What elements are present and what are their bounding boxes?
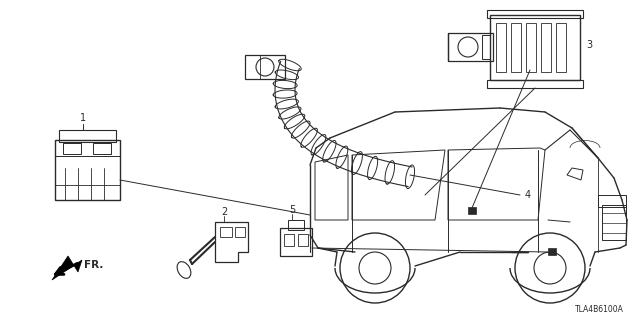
Bar (490, 15, 580, 80)
Bar (298, 234, 308, 246)
Bar (235, 227, 245, 237)
Polygon shape (52, 256, 82, 280)
Text: 2: 2 (221, 207, 227, 217)
Bar (468, 207, 476, 214)
Bar (511, 23, 521, 72)
Text: 4: 4 (525, 190, 531, 200)
Bar (541, 23, 551, 72)
Bar (487, 10, 583, 18)
Bar (245, 55, 285, 79)
Bar (526, 23, 536, 72)
Bar (598, 195, 626, 207)
Text: TLA4B6100A: TLA4B6100A (575, 305, 624, 314)
Bar (63, 143, 81, 154)
Bar (487, 80, 583, 88)
Bar (280, 228, 312, 256)
Bar (59, 130, 116, 142)
Text: FR.: FR. (84, 260, 104, 270)
Bar (548, 248, 556, 255)
Bar (284, 234, 294, 246)
Bar (602, 205, 626, 240)
Bar (448, 33, 493, 61)
Bar (288, 220, 304, 230)
Text: 5: 5 (289, 205, 295, 215)
Text: 3: 3 (586, 40, 592, 50)
Bar (220, 227, 232, 237)
Bar (556, 23, 566, 72)
Text: 1: 1 (80, 113, 86, 123)
Bar (55, 140, 120, 200)
Bar (496, 23, 506, 72)
Bar (93, 143, 111, 154)
Bar (482, 35, 490, 59)
